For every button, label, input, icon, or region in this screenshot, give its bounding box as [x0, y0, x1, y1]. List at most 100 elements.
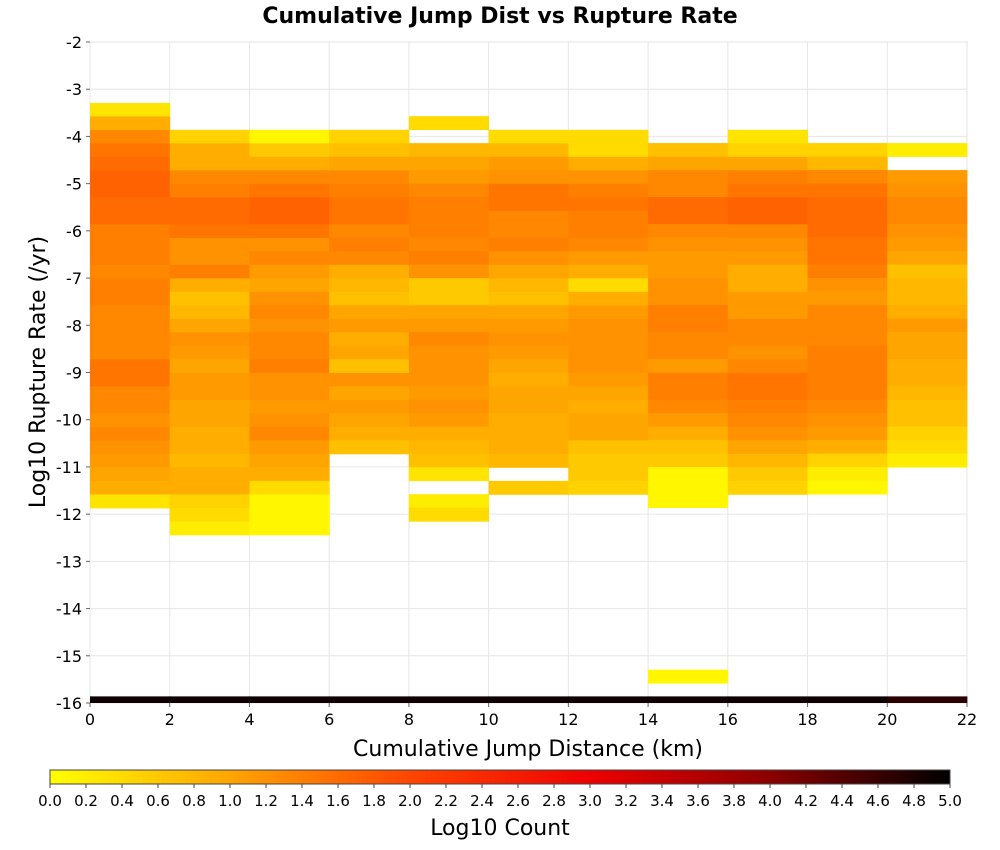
heatmap-cell — [887, 251, 968, 265]
heatmap-cell — [329, 426, 410, 441]
heatmap-cell — [169, 440, 250, 455]
heatmap-cell — [488, 278, 569, 293]
heatmap-cell — [727, 440, 808, 455]
heatmap-cell — [90, 237, 171, 252]
heatmap-cell — [648, 440, 729, 455]
x-tick-label: 6 — [324, 710, 334, 729]
heatmap-cell — [648, 467, 729, 482]
colorbar-tick-label: 2.2 — [434, 792, 458, 810]
heatmap-cell — [329, 197, 410, 212]
heatmap-cell — [568, 359, 649, 374]
heatmap-cell — [807, 696, 888, 703]
heatmap-cell — [169, 372, 250, 387]
heatmap-cell — [648, 197, 729, 211]
heatmap-cell — [568, 156, 649, 171]
colorbar-tick-label: 1.6 — [326, 792, 350, 810]
heatmap-cell — [648, 413, 729, 428]
heatmap-cell — [329, 170, 410, 185]
heatmap-cell — [568, 332, 649, 347]
heatmap-cell — [568, 480, 649, 495]
heatmap-cell — [408, 440, 490, 455]
heatmap-cell — [488, 237, 569, 252]
heatmap-cell — [169, 264, 250, 279]
heatmap-cell — [249, 278, 330, 293]
heatmap-cell — [648, 332, 729, 346]
colorbar-tick-label: 0.0 — [38, 792, 62, 810]
heatmap-cell — [887, 224, 968, 238]
heatmap-cell — [488, 129, 569, 144]
heatmap-cell — [807, 143, 888, 157]
heatmap-cell — [648, 372, 729, 387]
heatmap-cell — [408, 359, 490, 374]
heatmap-cell — [648, 318, 729, 333]
heatmap-cell — [488, 291, 569, 306]
heatmap-cell — [887, 183, 968, 198]
heatmap-cell — [90, 251, 171, 266]
heatmap-cell — [408, 413, 490, 428]
heatmap-cell — [568, 197, 649, 212]
heatmap-cell — [648, 237, 729, 252]
heatmap-cell — [90, 332, 171, 347]
heatmap-cell — [169, 129, 250, 144]
heatmap-cell — [169, 467, 250, 482]
heatmap-cell — [887, 237, 968, 252]
x-tick-label: 12 — [558, 710, 578, 729]
heatmap-cell — [488, 332, 569, 347]
heatmap-cell — [648, 210, 729, 225]
heatmap-cell — [807, 251, 888, 265]
heatmap-cell — [488, 453, 569, 468]
heatmap-cell — [408, 399, 490, 414]
heatmap-cell — [648, 669, 729, 684]
heatmap-cell — [727, 453, 808, 468]
y-tick-label: -12 — [56, 505, 82, 524]
heatmap-cell — [90, 480, 171, 495]
colorbar-tick-label: 2.0 — [398, 792, 422, 810]
heatmap-cells — [90, 102, 968, 703]
x-tick-label: 16 — [718, 710, 738, 729]
heatmap-cell — [90, 359, 171, 374]
heatmap-cell — [408, 264, 490, 279]
heatmap-cell — [488, 305, 569, 320]
y-axis-label: Log10 Rupture Rate (/yr) — [26, 236, 51, 508]
heatmap-cell — [887, 359, 968, 373]
heatmap-cell — [408, 332, 490, 347]
heatmap-cell — [488, 440, 569, 455]
heatmap-cell — [727, 696, 808, 703]
heatmap-cell — [807, 386, 888, 401]
heatmap-cell — [408, 251, 490, 266]
heatmap-cell — [648, 696, 729, 703]
heatmap-cell — [887, 197, 968, 211]
heatmap-cell — [727, 386, 808, 401]
heatmap-cell — [408, 467, 490, 482]
heatmap-cell — [249, 345, 330, 360]
heatmap-cell — [169, 507, 250, 522]
y-tick-label: -8 — [66, 316, 82, 335]
heatmap-cell — [249, 359, 330, 374]
heatmap-cell — [568, 278, 649, 293]
colorbar-tick-label: 3.8 — [722, 792, 746, 810]
heatmap-cell — [90, 386, 171, 401]
heatmap-cell — [169, 453, 250, 468]
heatmap-cell — [408, 143, 490, 158]
heatmap-cell — [727, 237, 808, 252]
heatmap-cell — [329, 183, 410, 198]
colorbar-ticks: 0.0 0.2 0.4 0.6 0.8 1.0 1.2 1.4 1.6 1.8 2.0 2.2 2.4 2… — [38, 784, 962, 810]
heatmap-cell — [727, 399, 808, 414]
heatmap-cell — [249, 480, 330, 495]
heatmap-cell — [568, 453, 649, 468]
heatmap-cell — [408, 305, 490, 320]
heatmap-cell — [169, 210, 250, 225]
colorbar-tick-label: 4.6 — [866, 792, 890, 810]
heatmap-cell — [169, 399, 250, 414]
x-tick-label: 2 — [165, 710, 175, 729]
x-axis-label: Cumulative Jump Distance (km) — [353, 737, 703, 762]
heatmap-cell — [568, 318, 649, 333]
heatmap-cell — [90, 156, 171, 171]
y-tick-label: -2 — [66, 33, 82, 52]
heatmap-cell — [727, 170, 808, 185]
heatmap-cell — [568, 237, 649, 252]
heatmap-cell — [329, 696, 410, 703]
heatmap-cell — [249, 494, 330, 509]
heatmap-cell — [568, 129, 649, 144]
heatmap-cell — [807, 224, 888, 238]
